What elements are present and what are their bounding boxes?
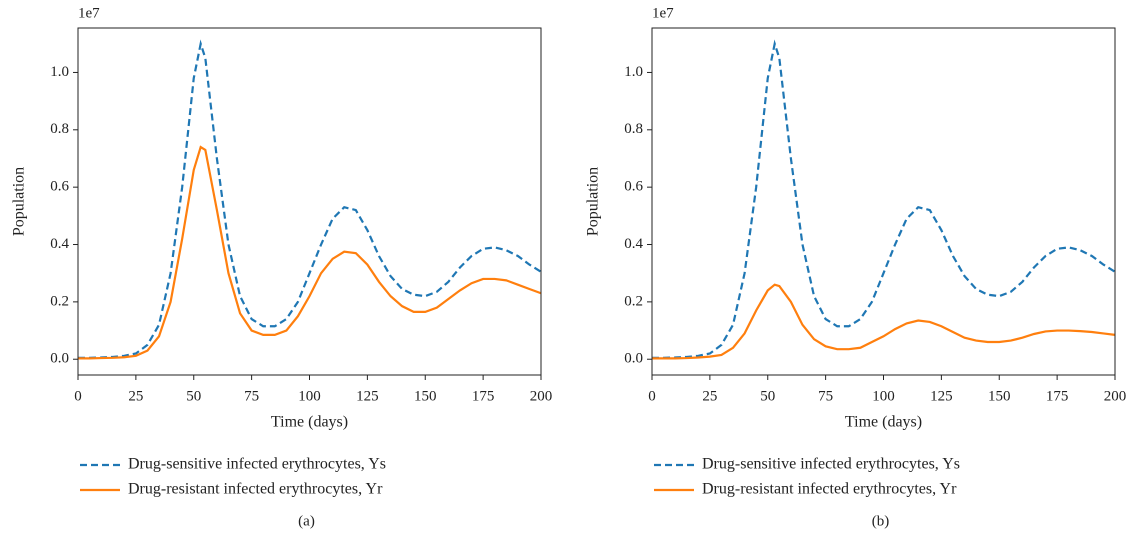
x-tick-label: 100 xyxy=(298,388,321,404)
x-tick-label: 50 xyxy=(186,388,201,404)
series-line xyxy=(78,39,542,359)
legend-label: Drug-resistant infected erythrocytes, Yr xyxy=(702,481,957,498)
legend-label: Drug-sensitive infected erythrocytes, Ys xyxy=(702,456,960,473)
x-tick-label: 25 xyxy=(702,388,717,404)
x-tick-label: 175 xyxy=(1046,388,1069,404)
x-tick-label: 75 xyxy=(818,388,833,404)
x-tick-label: 200 xyxy=(530,388,553,404)
plot-frame xyxy=(651,27,1116,376)
caption: (b) xyxy=(872,513,890,529)
plot-frame xyxy=(77,27,542,376)
y-tick-label: 0.8 xyxy=(50,121,69,137)
y-tick-label: 0.4 xyxy=(624,236,643,252)
legend-label: Drug-sensitive infected erythrocytes, Ys xyxy=(128,456,386,473)
y-tick-label: 1.0 xyxy=(624,64,643,80)
x-tick-label: 200 xyxy=(1104,388,1127,404)
y-tick-label: 0.6 xyxy=(50,179,69,195)
x-tick-label: 175 xyxy=(472,388,495,404)
y-tick-label: 0.0 xyxy=(624,351,643,367)
x-tick-label: 125 xyxy=(930,388,953,404)
y-tick-label: 0.2 xyxy=(624,293,643,309)
x-tick-label: 50 xyxy=(760,388,775,404)
x-axis-label: Time (days) xyxy=(271,414,348,431)
x-tick-label: 125 xyxy=(356,388,379,404)
x-tick-label: 150 xyxy=(414,388,437,404)
series-line xyxy=(652,283,1116,360)
caption: (a) xyxy=(298,513,315,529)
x-tick-label: 150 xyxy=(988,388,1011,404)
y-tick-label: 0.8 xyxy=(624,121,643,137)
series-line xyxy=(652,39,1116,359)
series-line xyxy=(78,145,542,360)
y-offset-label: 1e7 xyxy=(652,5,674,21)
y-offset-label: 1e7 xyxy=(78,5,100,21)
y-tick-label: 0.6 xyxy=(624,179,643,195)
x-tick-label: 75 xyxy=(244,388,259,404)
x-tick-label: 0 xyxy=(74,388,82,404)
y-tick-label: 0.2 xyxy=(50,293,69,309)
x-tick-label: 0 xyxy=(648,388,656,404)
y-axis-label: Population xyxy=(585,167,602,236)
y-tick-label: 0.4 xyxy=(50,236,69,252)
y-tick-label: 1.0 xyxy=(50,64,69,80)
x-tick-label: 100 xyxy=(872,388,895,404)
legend-label: Drug-resistant infected erythrocytes, Yr xyxy=(128,481,383,498)
y-tick-label: 0.0 xyxy=(50,351,69,367)
x-axis-label: Time (days) xyxy=(845,414,922,431)
y-axis-label: Population xyxy=(11,167,28,236)
x-tick-label: 25 xyxy=(128,388,143,404)
